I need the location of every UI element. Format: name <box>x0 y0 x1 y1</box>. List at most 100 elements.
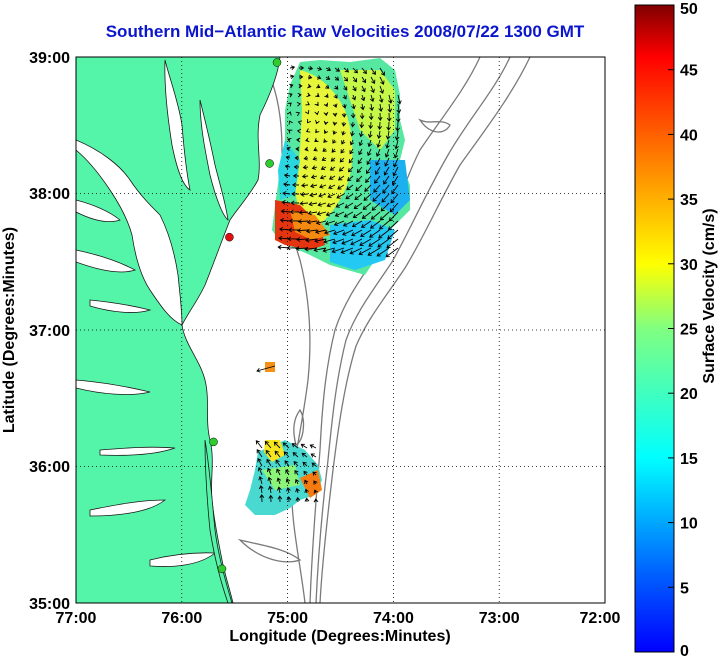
velocity-arrow <box>302 461 308 467</box>
velocity-arrow <box>386 112 392 122</box>
station-marker-site-delmarva <box>225 232 234 242</box>
velocity-arrow <box>311 165 318 170</box>
velocity-arrow <box>301 183 309 188</box>
velocity-arrow <box>386 238 399 249</box>
velocity-arrow <box>267 485 273 494</box>
velocity-arrow <box>308 201 318 207</box>
velocity-arrow <box>341 238 354 245</box>
velocity-arrow <box>306 92 311 98</box>
velocity-arrow <box>257 458 263 467</box>
velocity-arrow <box>294 469 299 476</box>
velocity-arrow <box>281 200 291 205</box>
velocity-arrow <box>318 193 327 198</box>
velocity-arrow <box>287 138 292 143</box>
velocity-arrow <box>354 193 363 201</box>
velocity-arrow <box>296 228 309 233</box>
velocity-arrow <box>370 85 375 94</box>
velocity-arrow <box>375 148 381 157</box>
velocity-arrow <box>347 175 354 182</box>
velocity-arrow <box>304 146 309 152</box>
velocity-arrow <box>383 175 390 185</box>
velocity-arrow <box>292 452 299 458</box>
velocity-arrow <box>277 495 283 503</box>
velocity-arrow <box>332 103 338 108</box>
velocity-arrow <box>343 211 354 218</box>
velocity-arrow <box>324 93 329 98</box>
velocity-arrow <box>356 175 363 183</box>
radar-stations <box>209 58 282 574</box>
velocity-arrow <box>350 121 356 128</box>
colorbar-tick-label: 40 <box>680 127 698 144</box>
velocity-arrow <box>288 129 293 134</box>
velocity-arrow <box>394 130 400 141</box>
lon-tick-74: 74:00 <box>373 610 414 627</box>
velocity-arrow <box>367 247 381 256</box>
velocity-arrow <box>378 220 390 230</box>
velocity-arrow <box>359 112 365 120</box>
velocity-arrow <box>295 146 300 152</box>
velocity-arrow <box>389 202 399 213</box>
velocity-arrow <box>266 467 272 476</box>
velocity-arrow <box>351 220 363 228</box>
colorbar-tick-label: 15 <box>680 451 698 468</box>
velocity-arrow <box>323 129 329 134</box>
velocity-arrow <box>258 484 264 494</box>
colorbar-tick-label: 25 <box>680 322 698 339</box>
velocity-arrow <box>313 247 327 253</box>
velocity-arrow <box>339 157 345 163</box>
velocity-arrow <box>370 211 381 220</box>
velocity-arrow <box>313 489 319 494</box>
velocity-arrow <box>370 76 376 85</box>
velocity-arrow <box>392 175 399 186</box>
velocity-arrow <box>322 147 327 152</box>
velocity-arrow <box>312 471 317 476</box>
velocity-arrow <box>319 184 327 189</box>
colorbar-tick-label: 10 <box>680 516 698 533</box>
velocity-arrow <box>307 210 318 216</box>
velocity-arrow <box>360 103 365 111</box>
velocity-arrow <box>352 67 358 74</box>
velocity-arrow <box>287 102 292 107</box>
velocity-arrow <box>369 103 374 112</box>
velocity-arrow <box>385 130 391 140</box>
velocity-arrow <box>307 74 313 80</box>
velocity-arrow <box>266 458 272 467</box>
velocity-arrow <box>347 166 354 173</box>
velocity-arrow <box>379 85 384 94</box>
velocity-arrow <box>312 156 318 161</box>
velocity-arrow <box>286 146 291 152</box>
velocity-field-south <box>245 362 322 515</box>
velocity-arrow <box>376 139 381 148</box>
velocity-arrow <box>303 155 309 161</box>
velocity-arrow <box>378 229 390 239</box>
velocity-arrow <box>342 94 347 100</box>
velocity-arrow <box>314 137 319 142</box>
velocity-arrow <box>295 487 300 494</box>
velocity-arrow <box>332 238 345 245</box>
velocity-arrow <box>309 192 318 198</box>
velocity-arrow <box>337 184 345 190</box>
velocity-arrow <box>338 166 345 172</box>
velocity-arrow <box>362 202 372 210</box>
velocity-arrow <box>256 449 263 458</box>
velocity-arrow <box>316 84 321 89</box>
velocity-arrow <box>348 157 354 164</box>
velocity-arrow <box>325 84 330 89</box>
velocity-arrow <box>358 247 372 256</box>
lat-ticks: 39:00 38:00 37:00 36:00 35:00 <box>29 50 70 613</box>
velocity-arrow <box>275 459 281 467</box>
velocity-arrow <box>276 477 282 485</box>
velocity-arrow <box>396 103 402 114</box>
velocity-arrow <box>315 220 327 225</box>
velocity-arrow <box>296 128 302 134</box>
velocity-arrow <box>325 66 332 72</box>
velocity-arrow <box>361 67 367 75</box>
velocity-arrow <box>328 184 336 189</box>
velocity-arrow <box>323 120 329 126</box>
velocity-arrow <box>324 229 336 235</box>
velocity-arrow <box>368 121 374 130</box>
velocity-arrow <box>297 92 302 98</box>
velocity-arrow <box>340 148 345 154</box>
colorbar-tick-label: 5 <box>680 580 689 597</box>
velocity-arrow <box>331 148 336 153</box>
